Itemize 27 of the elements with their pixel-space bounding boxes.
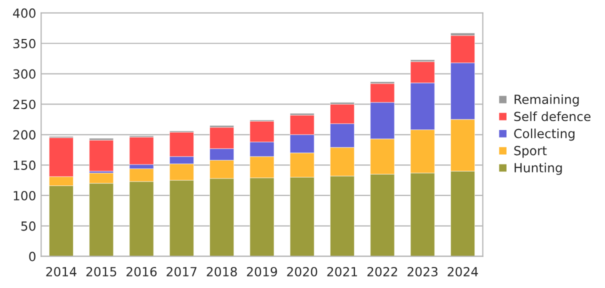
legend-label: Sport [514,146,547,158]
y-tick-label: 150 [14,160,36,170]
x-tick-label: 2019 [246,266,277,276]
legend-label: Self defence [514,111,590,122]
y-tick-label: 200 [13,130,36,140]
y-tick-label: 0 [29,252,36,262]
y-tick-label: 350 [13,38,36,48]
x-tick-label: 2015 [86,266,116,276]
legend-label: Remaining [514,94,579,106]
x-tick-label: 2023 [408,266,438,276]
x-tick-label: 2021 [327,266,358,276]
legend-label: Collecting [514,128,574,141]
x-tick-label: 2018 [206,266,237,276]
x-tick-label: 2016 [126,266,157,276]
legend-label: Hunting [514,162,562,175]
x-tick-label: 2020 [287,266,318,276]
x-tick-label: 2014 [46,266,76,276]
y-tick-label: 400 [13,8,36,18]
x-tick-label: 2022 [367,266,398,276]
y-tick-label: 50 [21,221,36,231]
y-tick-label: 300 [13,69,36,79]
y-tick-label: 250 [13,100,36,110]
x-tick-label: 2024 [448,266,478,276]
bar [89,140,114,172]
x-tick-label: 2017 [166,266,196,276]
bar [129,136,154,165]
y-tick-label: 100 [14,190,36,200]
